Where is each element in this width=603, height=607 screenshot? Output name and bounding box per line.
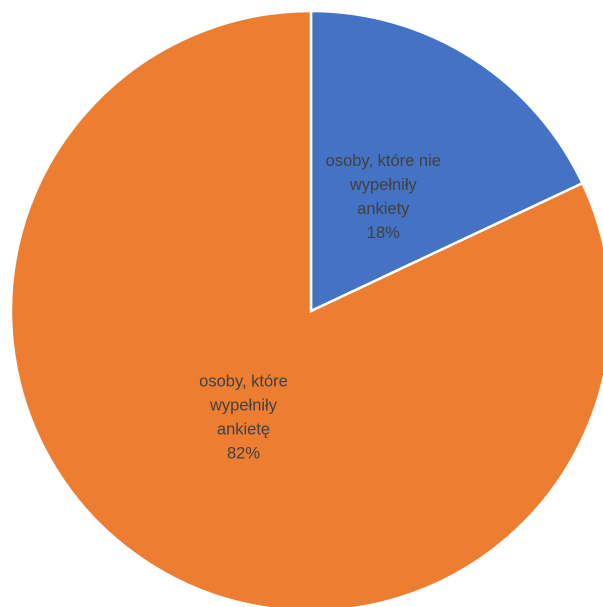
slice-category-label: ankietę	[217, 420, 270, 438]
pie-slices	[9, 9, 603, 607]
slice-category-label: osoby, które nie	[326, 152, 441, 170]
slice-value-label: 82%	[227, 444, 260, 462]
slice-label-2: osoby, które wypełniły ankietę 82%	[199, 372, 288, 462]
pie-labels: osoby, które niewypełniłyankiety18%osoby…	[199, 152, 441, 462]
slice-category-label: osoby, które	[199, 372, 288, 390]
pie-slice-1	[309, 9, 585, 313]
slice-category-label: wypełniły	[349, 176, 418, 194]
slice-category-label: ankiety	[357, 200, 410, 218]
slice-label-1: osoby, które nie wypełniły ankiety 18%	[326, 152, 441, 242]
slice-category-label: wypełniły	[209, 396, 278, 414]
pie-slice-2	[9, 9, 603, 607]
slice-value-label: 18%	[367, 224, 400, 242]
